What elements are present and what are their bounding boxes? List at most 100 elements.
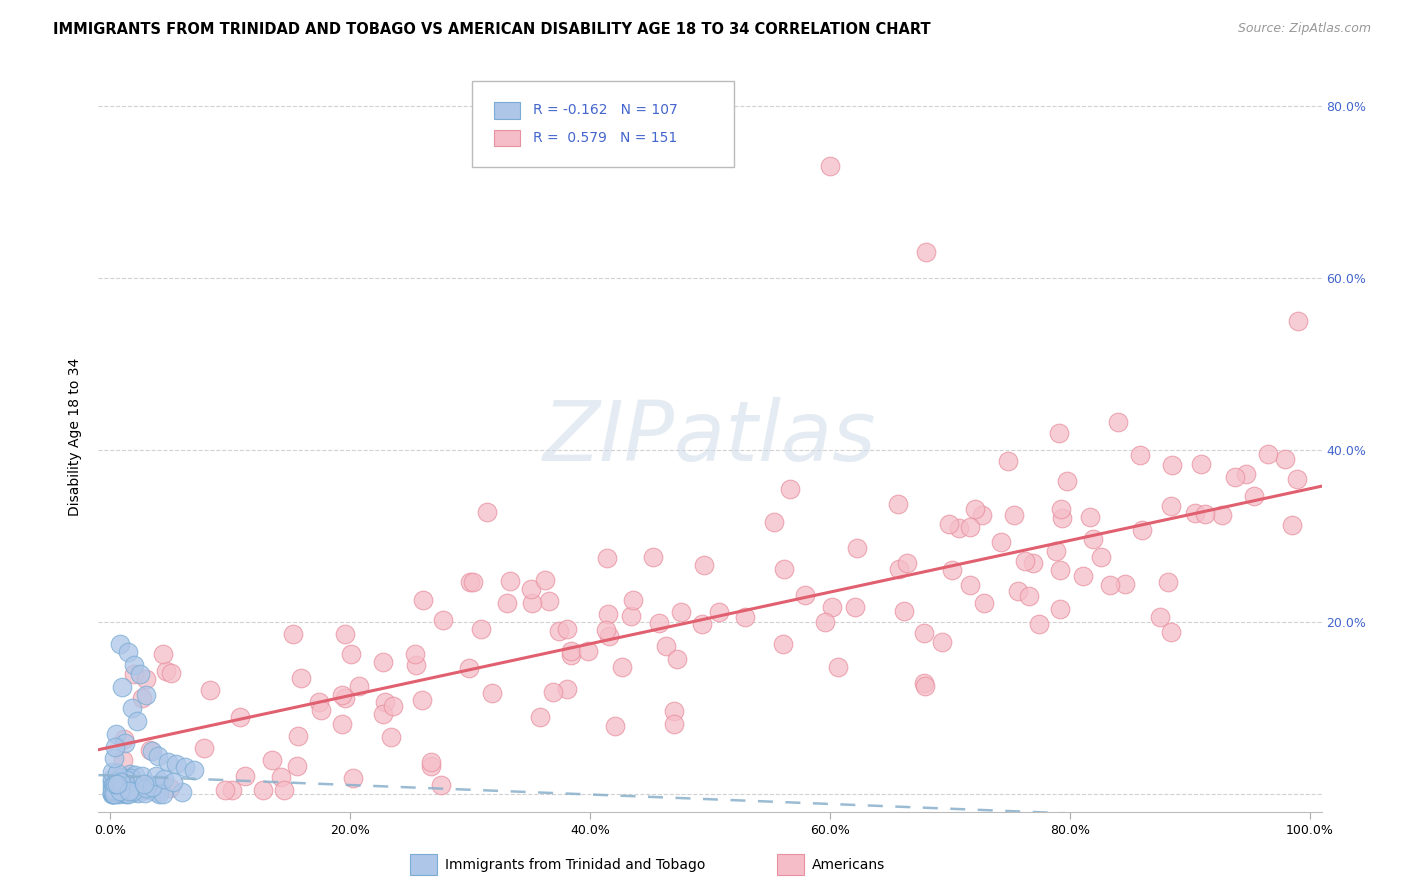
Point xyxy=(290,671,312,685)
Point xyxy=(172,785,194,799)
Point xyxy=(131,691,153,706)
Text: Americans: Americans xyxy=(811,858,884,871)
Point xyxy=(814,615,837,629)
Point xyxy=(1285,472,1308,486)
Point xyxy=(1189,457,1212,471)
Point xyxy=(101,784,124,798)
Point xyxy=(963,502,986,516)
Point xyxy=(122,784,145,798)
Point xyxy=(101,787,124,801)
Point xyxy=(374,695,396,709)
Point xyxy=(114,782,136,797)
Point xyxy=(104,777,127,791)
Point xyxy=(136,777,159,791)
Point xyxy=(108,774,131,789)
Point xyxy=(110,774,132,789)
Point xyxy=(125,714,148,729)
Point xyxy=(555,682,578,697)
Point xyxy=(595,623,617,637)
Point xyxy=(120,771,142,785)
Point xyxy=(330,717,353,731)
Point xyxy=(198,683,221,698)
Point xyxy=(124,768,146,782)
Point xyxy=(121,701,143,715)
Text: Immigrants from Trinidad and Tobago: Immigrants from Trinidad and Tobago xyxy=(444,858,704,871)
Point xyxy=(146,785,169,799)
Point xyxy=(498,574,520,588)
Point xyxy=(233,769,256,783)
Point xyxy=(973,595,995,609)
Point xyxy=(938,516,960,531)
Point xyxy=(110,775,132,789)
Point xyxy=(287,729,309,743)
Point xyxy=(108,637,131,651)
Point xyxy=(108,780,131,794)
Point xyxy=(159,780,181,795)
Point xyxy=(1160,500,1182,514)
Point xyxy=(114,736,136,750)
Text: R = -0.162   N = 107: R = -0.162 N = 107 xyxy=(533,103,678,118)
Point xyxy=(104,787,127,801)
Point xyxy=(1243,489,1265,503)
Point xyxy=(281,627,304,641)
Text: R =  0.579   N = 151: R = 0.579 N = 151 xyxy=(533,131,676,145)
Point xyxy=(110,784,132,798)
Point xyxy=(124,667,146,681)
Point xyxy=(333,627,356,641)
Point xyxy=(115,772,138,787)
Point xyxy=(1056,475,1078,489)
Point xyxy=(432,614,454,628)
Point xyxy=(122,783,145,797)
Point xyxy=(470,622,492,636)
Point xyxy=(1129,448,1152,462)
Point xyxy=(114,787,136,801)
Point xyxy=(620,609,643,624)
Point xyxy=(1078,510,1101,524)
Point xyxy=(132,782,155,797)
Point xyxy=(139,742,162,756)
Point xyxy=(120,767,142,781)
Point xyxy=(155,664,177,678)
Point xyxy=(1223,469,1246,483)
Point xyxy=(124,785,146,799)
Point xyxy=(101,787,124,801)
Point xyxy=(827,659,849,673)
Point xyxy=(997,453,1019,467)
Point xyxy=(105,766,128,780)
Point xyxy=(654,639,676,653)
FancyBboxPatch shape xyxy=(471,81,734,168)
Point xyxy=(105,727,128,741)
Point xyxy=(648,615,671,630)
Point xyxy=(1234,467,1257,481)
Point xyxy=(105,776,128,790)
Point xyxy=(273,783,295,797)
Point xyxy=(145,768,167,782)
Point xyxy=(887,497,910,511)
Point xyxy=(621,593,644,607)
Point xyxy=(665,652,688,666)
Point xyxy=(330,688,353,702)
Point xyxy=(915,244,938,259)
Point xyxy=(1028,617,1050,632)
Point xyxy=(419,755,441,769)
Point xyxy=(529,710,551,724)
Point xyxy=(1018,589,1040,603)
Point xyxy=(669,605,692,619)
Point xyxy=(101,772,124,786)
Point xyxy=(153,772,176,786)
Point xyxy=(1007,583,1029,598)
Point xyxy=(662,704,685,718)
Point xyxy=(404,647,426,661)
Point xyxy=(555,622,578,636)
Point xyxy=(162,774,184,789)
Point xyxy=(541,685,564,699)
Point xyxy=(135,689,157,703)
Point xyxy=(772,637,794,651)
Point xyxy=(214,783,236,797)
Point xyxy=(111,781,134,796)
FancyBboxPatch shape xyxy=(778,855,804,875)
Point xyxy=(1281,518,1303,533)
Point xyxy=(912,626,935,640)
Point xyxy=(270,770,292,784)
Point xyxy=(845,541,868,556)
